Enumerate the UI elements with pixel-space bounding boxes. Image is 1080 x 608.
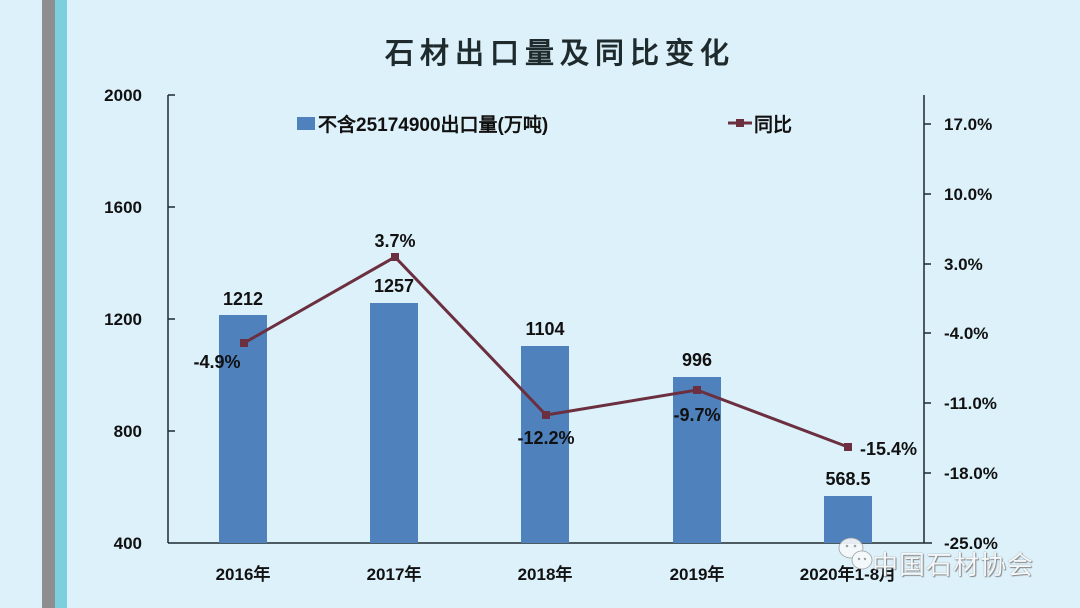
line-marker (542, 411, 550, 419)
category-label: 2019年 (670, 564, 725, 584)
bar-value-label: 1104 (525, 319, 564, 339)
bar-value-label: 996 (682, 350, 712, 370)
line-value-label: -12.2% (517, 428, 574, 448)
right-tick-label: -25.0% (944, 534, 998, 553)
right-tick-label: 3.0% (944, 255, 983, 274)
left-tick-label: 1600 (104, 198, 142, 217)
bar-value-label: 1212 (223, 289, 263, 309)
legend-line-label: 同比 (754, 114, 792, 136)
x-axis-labels: 2016年 2017年 2018年 2019年 2020年1-8月 (216, 564, 897, 584)
decorative-stripe-cyan (55, 0, 67, 608)
legend: 不含25174900出口量(万吨) 同比 (297, 113, 792, 136)
line-value-label: -15.4% (860, 439, 917, 459)
line-value-label: -9.7% (673, 405, 720, 425)
bar-2016 (219, 315, 267, 543)
watermark-text: 中国石材协会 (872, 550, 1035, 580)
left-tick-label: 800 (114, 422, 142, 441)
line-value-label: -4.9% (193, 352, 240, 372)
bar-value-labels: 1212 1257 1104 996 568.5 (223, 276, 871, 489)
chart-title: 石材出口量及同比变化 (384, 36, 735, 70)
line-series (240, 253, 852, 451)
left-tick-label: 2000 (104, 86, 142, 105)
bar-2019 (673, 377, 721, 543)
bar-2020-1-8 (824, 496, 872, 543)
category-label: 2018年 (518, 564, 573, 584)
right-tick-label: -4.0% (944, 324, 988, 343)
bar-value-label: 568.5 (825, 469, 870, 489)
line-value-label: 3.7% (374, 231, 415, 251)
line-marker (844, 443, 852, 451)
bar-2017 (370, 303, 418, 543)
bar-2018 (521, 346, 569, 543)
line-marker (693, 386, 701, 394)
category-label: 2017年 (367, 564, 422, 584)
left-tick-label: 1200 (104, 310, 142, 329)
legend-line-marker (736, 119, 744, 127)
legend-bar-swatch (297, 117, 315, 130)
right-tick-label: -11.0% (944, 394, 997, 413)
line-marker (391, 253, 399, 261)
line-value-labels: -4.9% 3.7% -12.2% -9.7% -15.4% (193, 231, 917, 459)
legend-bar-label: 不含25174900出口量(万吨) (318, 113, 548, 136)
bar-value-label: 1257 (374, 276, 414, 296)
right-tick-label: 10.0% (944, 185, 992, 204)
left-axis: 2000 1600 1200 800 400 (104, 86, 175, 553)
category-label: 2016年 (216, 564, 271, 584)
left-tick-label: 400 (114, 534, 142, 553)
line-marker (240, 339, 248, 347)
category-label: 2020年1-8月 (800, 564, 896, 584)
right-tick-label: 17.0% (944, 115, 992, 134)
wechat-icon (838, 537, 873, 570)
bar-series (219, 303, 872, 543)
right-tick-label: -18.0% (944, 464, 998, 483)
decorative-stripe-gray (42, 0, 55, 608)
right-axis: 17.0% 10.0% 3.0% -4.0% -11.0% -18.0% -25… (923, 95, 998, 553)
